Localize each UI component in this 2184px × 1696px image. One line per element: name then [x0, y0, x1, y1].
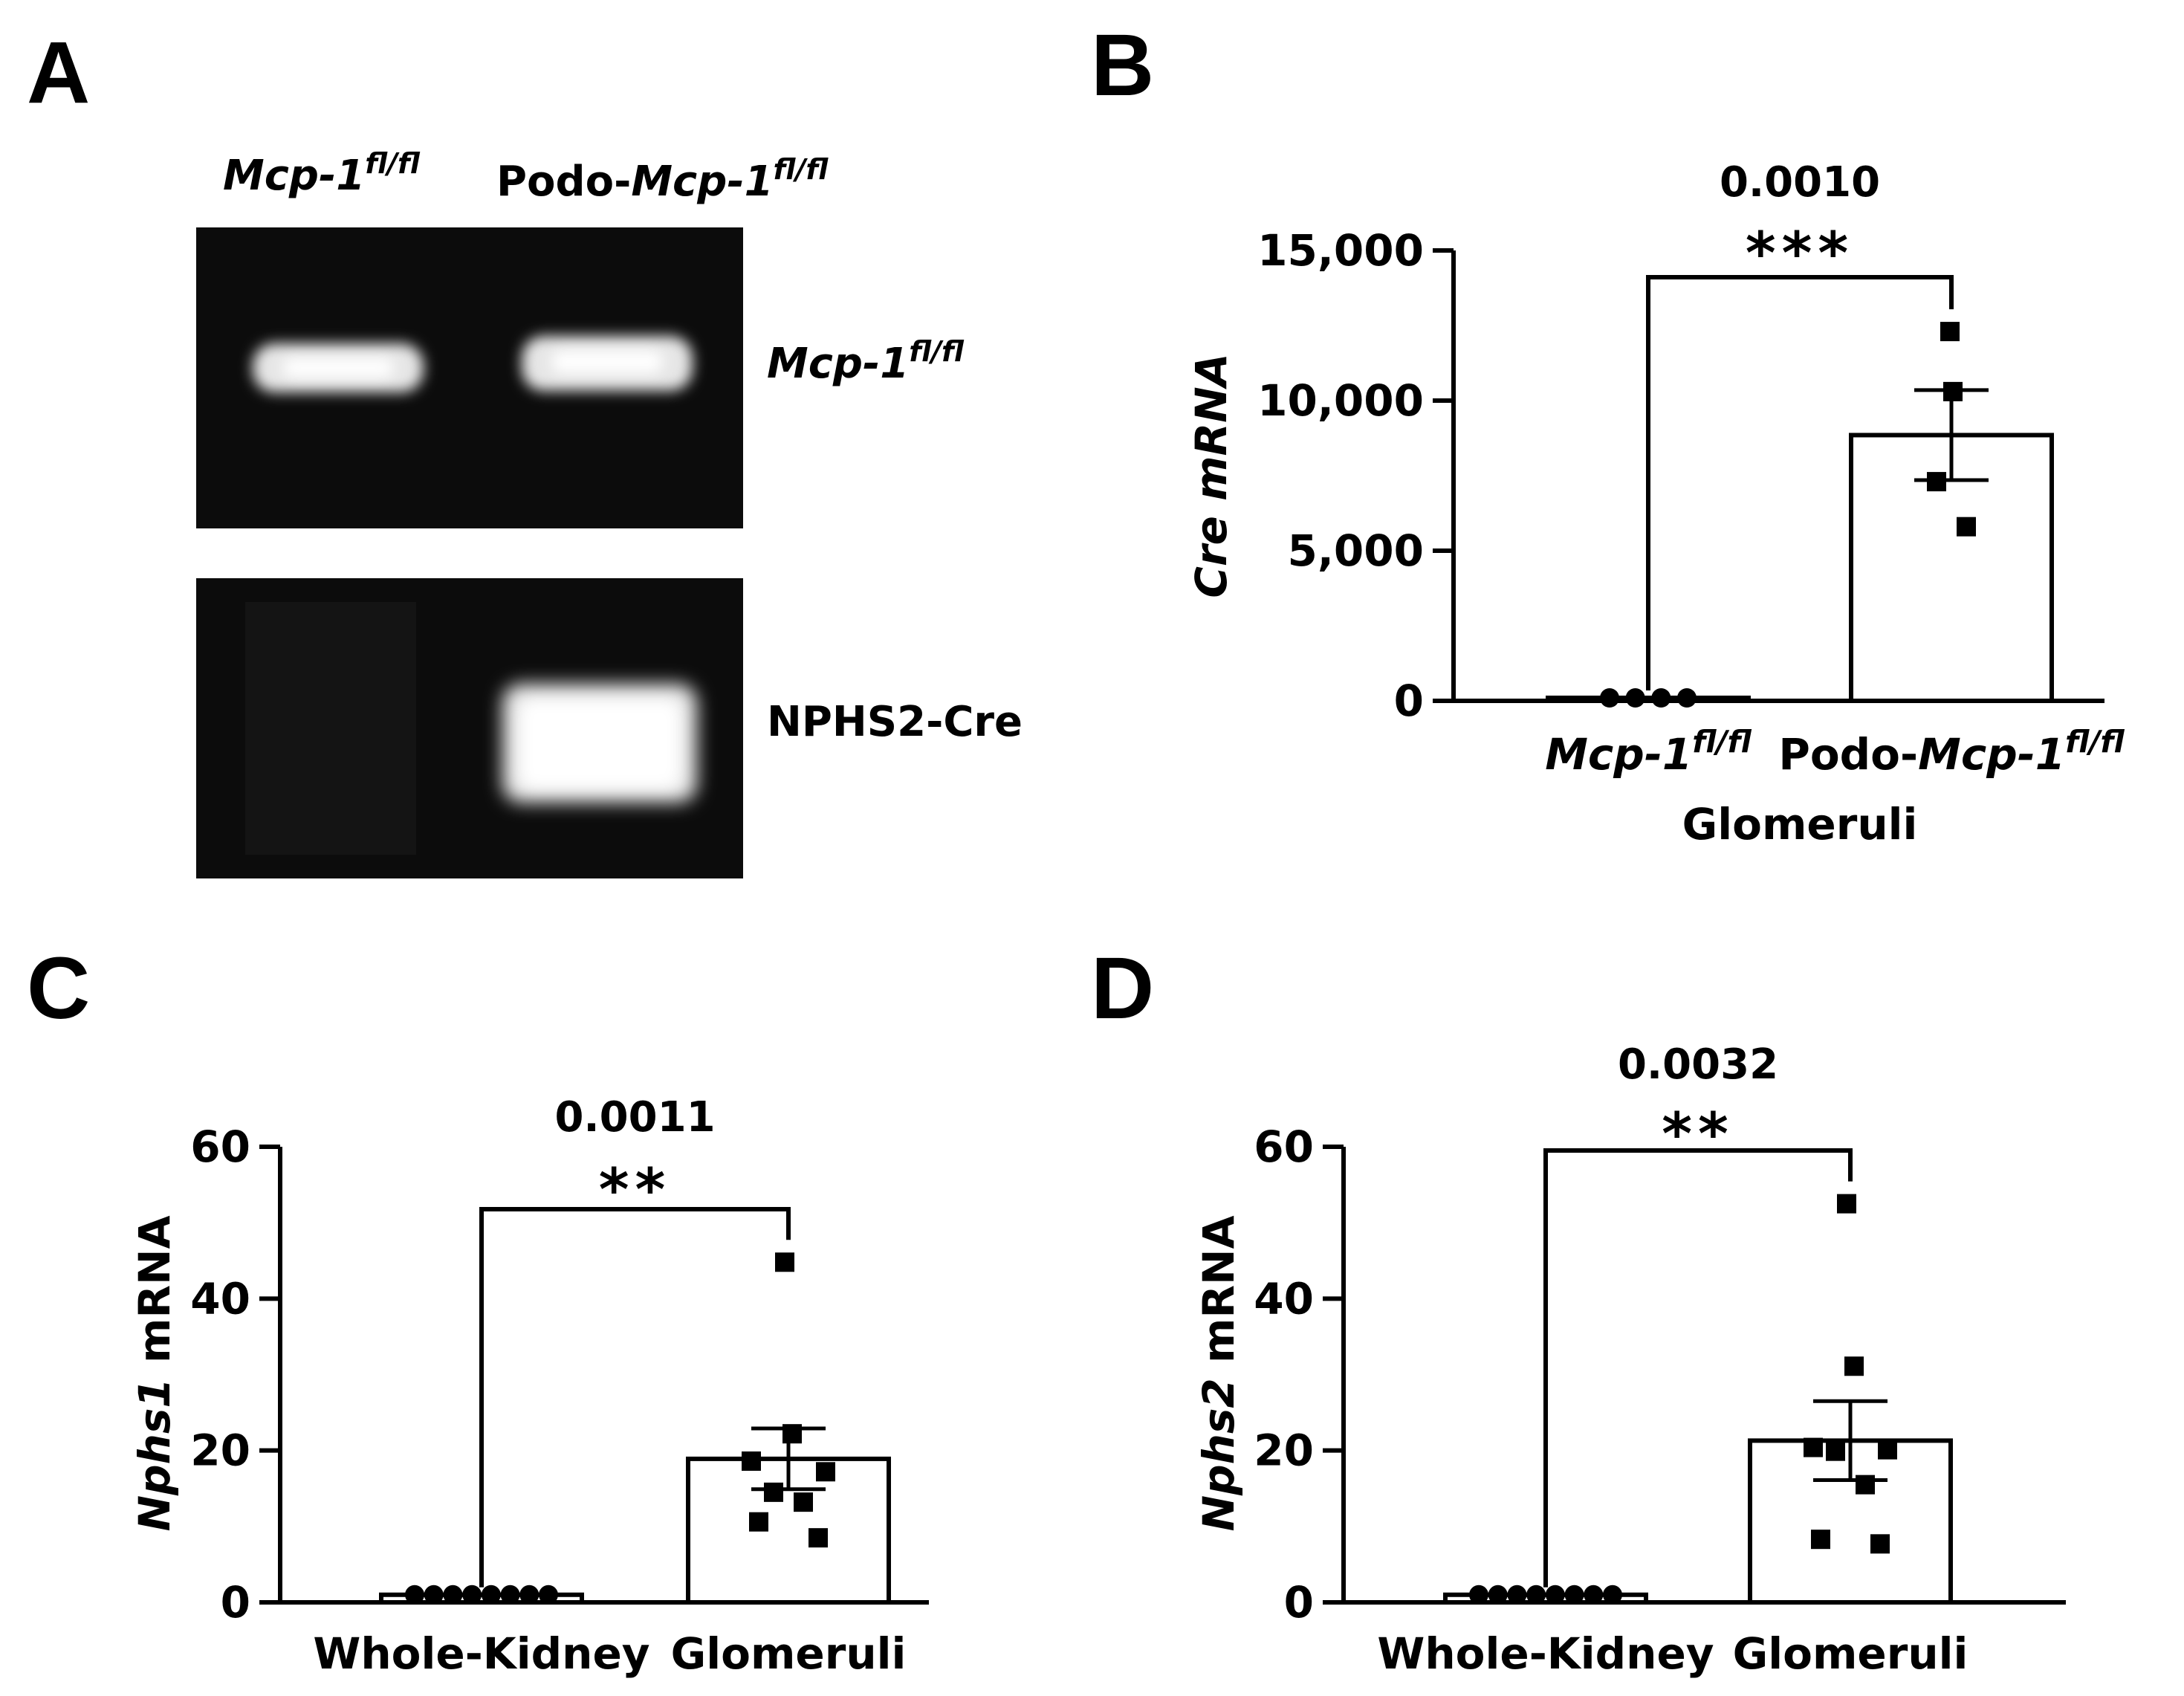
- point-c-2: [742, 1451, 761, 1471]
- point-c-1: [519, 1585, 539, 1605]
- gel-lane-label-1: Mcp-1fl/fl: [223, 147, 421, 200]
- category-label-b-2: Podo-Mcp-1fl/fl: [1778, 724, 2125, 780]
- point-d-2: [1878, 1440, 1897, 1460]
- y-tick-label-b: 10,000: [1257, 375, 1424, 426]
- point-c-2: [775, 1252, 794, 1272]
- point-c-2: [794, 1492, 813, 1512]
- point-c-1: [462, 1585, 482, 1605]
- gel-lane-label-2: Podo-Mcp-1fl/fl: [496, 153, 829, 206]
- point-b-1: [1625, 688, 1645, 708]
- panel-a-gel: Mcp-1fl/fl Podo-Mcp-1fl/fl Mcp-1fl/fl NP…: [196, 147, 1023, 878]
- x-axis-label-b: Glomeruli: [1682, 799, 1918, 849]
- y-tick-label-d: 0: [1284, 1577, 1314, 1628]
- y-tick-label-c: 20: [190, 1425, 250, 1476]
- gel-band-top-lane2: [522, 336, 693, 391]
- significance-stars-c: **: [599, 1157, 672, 1224]
- point-b-2: [1927, 472, 1946, 492]
- point-d-2: [1844, 1356, 1864, 1376]
- y-tick-label-d: 40: [1254, 1273, 1314, 1324]
- gel-row-label-nphs2cre: NPHS2-Cre: [767, 698, 1023, 746]
- point-b-1: [1677, 688, 1697, 708]
- significance-bracket-b: [1646, 275, 1954, 690]
- significance-bracket-d: [1543, 1148, 1853, 1587]
- point-b-1: [1600, 688, 1619, 708]
- y-tick-label-d: 60: [1254, 1122, 1314, 1172]
- category-label-b-1: Mcp-1fl/fl: [1545, 724, 1752, 780]
- point-d-2: [1856, 1475, 1875, 1495]
- y-tick-label-b: 15,000: [1257, 225, 1424, 276]
- point-d-1: [1488, 1585, 1508, 1605]
- point-d-1: [1526, 1585, 1546, 1605]
- bar-b-1: [1546, 695, 1751, 704]
- gel-band-top-lane1: [253, 343, 424, 392]
- point-c-1: [481, 1585, 501, 1605]
- category-label-d-2: Glomeruli: [1733, 1628, 1968, 1679]
- y-axis-label-c: Nphs1 mRNA: [129, 1215, 180, 1531]
- category-label-c-1: Whole-Kidney: [313, 1628, 649, 1679]
- point-c-2: [782, 1424, 802, 1444]
- point-d-1: [1603, 1585, 1622, 1605]
- category-label-d-1: Whole-Kidney: [1377, 1628, 1714, 1679]
- point-c-2: [764, 1482, 783, 1502]
- y-axis-label-d: Nphs2 mRNA: [1193, 1215, 1244, 1531]
- point-d-2: [1870, 1534, 1890, 1554]
- y-tick-label-b: 5,000: [1288, 525, 1424, 576]
- point-c-2: [749, 1512, 768, 1532]
- panel-letter-b: B: [1091, 16, 1154, 114]
- point-d-2: [1826, 1441, 1845, 1461]
- point-d-1: [1469, 1585, 1488, 1605]
- point-b-2: [1957, 517, 1976, 537]
- gel-row-label-mcp1: Mcp-1fl/fl: [767, 335, 965, 388]
- point-c-2: [809, 1528, 828, 1548]
- category-label-c-2: Glomeruli: [671, 1628, 907, 1679]
- point-d-1: [1584, 1585, 1604, 1605]
- y-tick-label-c: 40: [190, 1273, 250, 1324]
- p-value-d: 0.0032: [1618, 1040, 1778, 1089]
- point-b-1: [1651, 688, 1671, 708]
- significance-stars-b: ***: [1746, 221, 1854, 288]
- gel-band-bottom-lane2: [502, 684, 697, 803]
- y-tick-label-b: 0: [1394, 676, 1424, 726]
- point-d-1: [1545, 1585, 1565, 1605]
- point-c-1: [424, 1585, 444, 1605]
- point-c-1: [539, 1585, 558, 1605]
- y-tick-label-d: 20: [1254, 1425, 1314, 1476]
- point-c-1: [405, 1585, 424, 1605]
- panel-letter-c: C: [27, 939, 90, 1038]
- y-tick-label-c: 0: [221, 1577, 250, 1628]
- y-tick-label-c: 60: [190, 1122, 250, 1172]
- point-b-2: [1940, 322, 1960, 342]
- point-d-2: [1804, 1437, 1823, 1457]
- p-value-c: 0.0011: [554, 1093, 715, 1142]
- panel-letter-a: A: [27, 24, 90, 122]
- chart-b: 0 5,000 10,000 15,000 Cre mRNA 0.0010 *** Mcp-1…: [1186, 158, 2125, 849]
- y-axis-label-b: Cre mRNA: [1186, 353, 1237, 598]
- point-d-2: [1811, 1530, 1830, 1550]
- panel-letter-d: D: [1091, 939, 1154, 1038]
- point-c-1: [500, 1585, 520, 1605]
- point-c-2: [816, 1462, 835, 1482]
- point-d-1: [1507, 1585, 1527, 1605]
- point-d-1: [1564, 1585, 1584, 1605]
- point-d-2: [1837, 1194, 1856, 1214]
- significance-bracket-c: [479, 1207, 791, 1587]
- gel-lane-bottom-1: [245, 602, 416, 855]
- point-c-1: [443, 1585, 463, 1605]
- point-b-2: [1943, 381, 1963, 401]
- p-value-b: 0.0010: [1720, 158, 1880, 207]
- significance-stars-d: **: [1662, 1101, 1734, 1168]
